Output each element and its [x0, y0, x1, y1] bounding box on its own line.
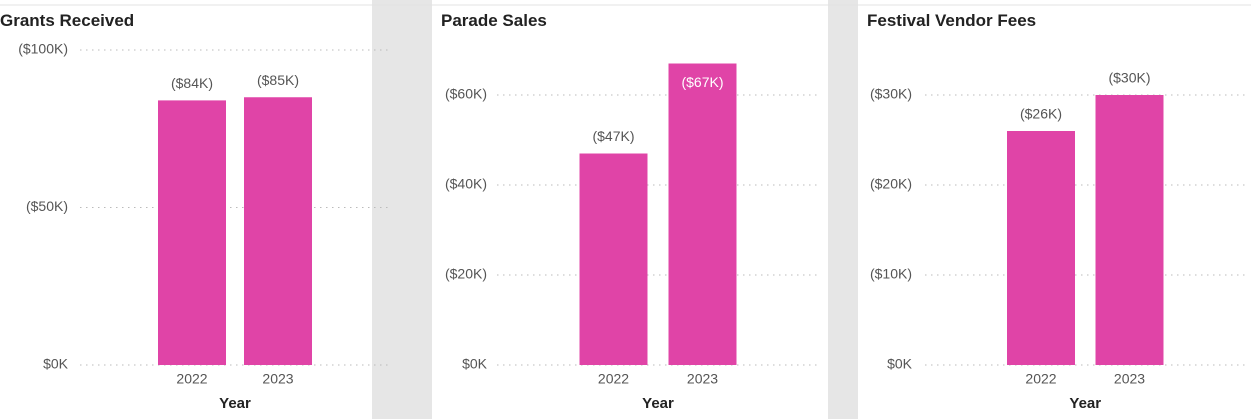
x-axis-title: Year [642, 395, 674, 412]
y-tick-label: ($60K) [445, 86, 487, 102]
x-tick-label: 2022 [176, 371, 207, 387]
x-axis-title: Year [219, 395, 251, 412]
y-tick-label: $0K [462, 356, 488, 372]
bar [579, 153, 648, 365]
panel-gap [400, 0, 432, 419]
x-tick-label: 2022 [598, 371, 629, 387]
y-tick-label: ($20K) [445, 266, 487, 282]
data-label: ($84K) [171, 75, 213, 91]
y-tick-label: ($40K) [445, 176, 487, 192]
bar [158, 100, 226, 366]
bar [1007, 131, 1075, 365]
y-tick-label: ($10K) [870, 266, 912, 282]
data-label: ($26K) [1020, 106, 1062, 122]
x-tick-label: 2022 [1025, 371, 1056, 387]
panel-gap [828, 0, 858, 419]
y-tick-label: $0K [887, 356, 913, 372]
bar [1095, 95, 1164, 365]
data-label: ($47K) [592, 128, 634, 144]
bar [244, 97, 312, 365]
y-tick-label: ($100K) [18, 41, 68, 57]
y-tick-label: $0K [43, 356, 69, 372]
y-tick-label: ($30K) [870, 86, 912, 102]
data-label: ($85K) [257, 72, 299, 88]
chart-title: Parade Sales [441, 11, 547, 30]
data-label: ($30K) [1108, 70, 1150, 86]
x-axis-title: Year [1069, 395, 1101, 412]
chart-title: Grants Received [0, 11, 134, 30]
data-label: ($67K) [681, 74, 723, 90]
x-tick-label: 2023 [1114, 371, 1145, 387]
bar [668, 63, 737, 365]
chart-title: Festival Vendor Fees [867, 11, 1036, 30]
y-tick-label: ($20K) [870, 176, 912, 192]
x-tick-label: 2023 [687, 371, 718, 387]
y-tick-label: ($50K) [26, 198, 68, 214]
x-tick-label: 2023 [262, 371, 293, 387]
